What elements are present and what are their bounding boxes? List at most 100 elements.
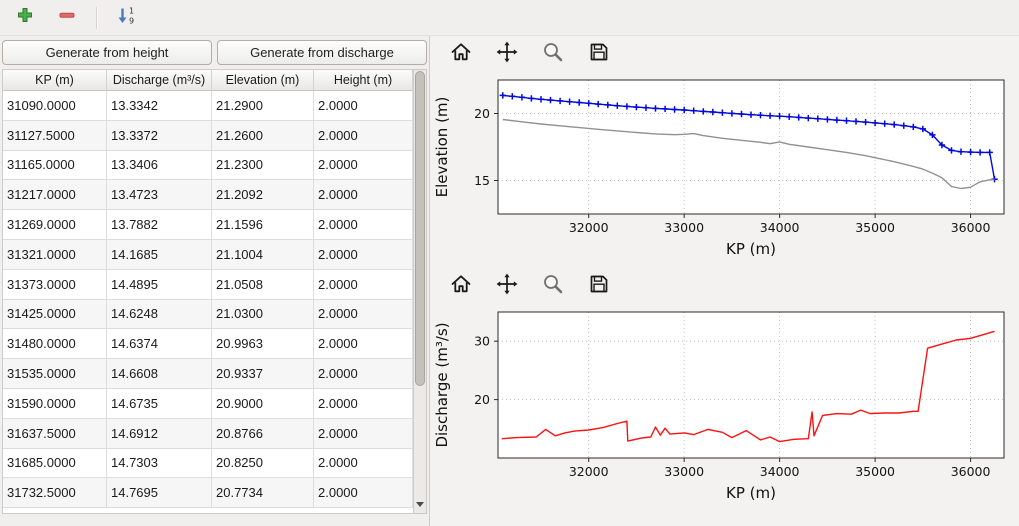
table-cell[interactable]: 21.0508 (212, 269, 314, 300)
table-cell[interactable]: 21.2900 (212, 91, 314, 121)
table-row[interactable]: 31373.0000 14.4895 21.0508 2.0000 (3, 269, 413, 300)
table-cell[interactable]: 2.0000 (314, 329, 413, 360)
table-cell[interactable]: 14.6248 (107, 299, 212, 330)
table-cell[interactable]: 31685.0000 (3, 448, 107, 479)
table-cell[interactable]: 21.0300 (212, 299, 314, 330)
table-row[interactable]: 31127.5000 13.3372 21.2600 2.0000 (3, 120, 413, 151)
table-cell[interactable]: 21.2600 (212, 120, 314, 151)
pan-button[interactable] (492, 39, 522, 69)
column-header[interactable]: KP (m) (3, 70, 107, 91)
table-cell[interactable]: 31590.0000 (3, 388, 107, 419)
table-cell[interactable]: 2.0000 (314, 269, 413, 300)
add-row-button[interactable] (12, 5, 38, 31)
table-row[interactable]: 31535.0000 14.6608 20.9337 2.0000 (3, 359, 413, 389)
table-cell[interactable]: 31425.0000 (3, 299, 107, 330)
table-cell[interactable]: 2.0000 (314, 299, 413, 330)
home-view-button[interactable] (446, 271, 476, 301)
table-row[interactable]: 31269.0000 13.7882 21.1596 2.0000 (3, 210, 413, 240)
table-row[interactable]: 31217.0000 13.4723 21.2092 2.0000 (3, 180, 413, 211)
table-row[interactable]: 31590.0000 14.6735 20.9000 2.0000 (3, 388, 413, 419)
table-cell[interactable]: 14.6735 (107, 388, 212, 419)
table-cell[interactable]: 14.4895 (107, 269, 212, 300)
table-row[interactable]: 31165.0000 13.3406 21.2300 2.0000 (3, 150, 413, 181)
svg-text:32000: 32000 (569, 464, 609, 479)
table-cell[interactable]: 2.0000 (314, 91, 413, 121)
table-cell[interactable]: 13.3372 (107, 120, 212, 151)
svg-text:34000: 34000 (760, 464, 800, 479)
table-cell[interactable]: 13.7882 (107, 210, 212, 240)
table-row[interactable]: 31685.0000 14.7303 20.8250 2.0000 (3, 448, 413, 479)
table-cell[interactable]: 31090.0000 (3, 91, 107, 121)
save-figure-button[interactable] (584, 271, 614, 301)
zoom-button[interactable] (538, 271, 568, 301)
pan-button[interactable] (492, 271, 522, 301)
table-cell[interactable]: 21.1596 (212, 210, 314, 240)
column-header[interactable]: Discharge (m³/s) (107, 70, 212, 91)
table-cell[interactable]: 2.0000 (314, 359, 413, 389)
table-cell[interactable]: 31217.0000 (3, 180, 107, 211)
table-cell[interactable]: 13.3406 (107, 150, 212, 181)
table-cell[interactable]: 2.0000 (314, 180, 413, 211)
scrollbar-thumb[interactable] (415, 71, 425, 386)
table-cell[interactable]: 20.7734 (212, 478, 314, 509)
table-cell[interactable]: 31165.0000 (3, 150, 107, 181)
table-row[interactable]: 31321.0000 14.1685 21.1004 2.0000 (3, 239, 413, 270)
table-cell[interactable]: 20.8250 (212, 448, 314, 479)
table-cell[interactable]: 2.0000 (314, 239, 413, 270)
table-cell[interactable]: 31535.0000 (3, 359, 107, 389)
table-cell[interactable]: 20.9000 (212, 388, 314, 419)
zoom-button[interactable] (538, 39, 568, 69)
table-cell[interactable]: 2.0000 (314, 150, 413, 181)
elevation-chart[interactable]: 32000 33000 34000 35000 36000 15 20 KP (m) Eleva… (432, 72, 1016, 260)
table-cell[interactable]: 20.9963 (212, 329, 314, 360)
chart-gap (430, 260, 1019, 268)
table-cell[interactable]: 31269.0000 (3, 210, 107, 240)
remove-row-button[interactable] (54, 5, 80, 31)
generate-from-height-button[interactable]: Generate from height (2, 40, 212, 65)
table-cell[interactable]: 21.2092 (212, 180, 314, 211)
table-cell[interactable]: 2.0000 (314, 418, 413, 449)
table-cell[interactable]: 2.0000 (314, 448, 413, 479)
sort-rows-button[interactable]: 1 9 (113, 5, 139, 31)
table-row[interactable]: 31637.5000 14.6912 20.8766 2.0000 (3, 418, 413, 449)
column-header[interactable]: Height (m) (314, 70, 413, 91)
table-cell[interactable]: 2.0000 (314, 120, 413, 151)
table-row[interactable]: 31732.5000 14.7695 20.7734 2.0000 (3, 478, 413, 509)
discharge-chart[interactable]: 32000 33000 34000 35000 36000 20 30 KP (m) Disch… (432, 304, 1016, 504)
table-cell[interactable]: 13.3342 (107, 91, 212, 121)
table-cell[interactable]: 31732.5000 (3, 478, 107, 509)
table-cell[interactable]: 31373.0000 (3, 269, 107, 300)
table-cell[interactable]: 31637.5000 (3, 418, 107, 449)
down-arrow-icon (416, 502, 424, 507)
table-cell[interactable]: 2.0000 (314, 388, 413, 419)
table-cell[interactable]: 14.6608 (107, 359, 212, 389)
left-panel: Generate from height Generate from disch… (0, 36, 430, 526)
table-cell[interactable]: 14.7695 (107, 478, 212, 509)
save-figure-button[interactable] (584, 39, 614, 69)
table-cell[interactable]: 20.9337 (212, 359, 314, 389)
table-cell[interactable]: 2.0000 (314, 478, 413, 509)
svg-text:33000: 33000 (664, 464, 704, 479)
table-cell[interactable]: 31321.0000 (3, 239, 107, 270)
table-cell[interactable]: 2.0000 (314, 210, 413, 240)
table-row[interactable]: 31090.0000 13.3342 21.2900 2.0000 (3, 91, 413, 121)
table-row[interactable]: 31425.0000 14.6248 21.0300 2.0000 (3, 299, 413, 330)
table-scrollbar[interactable] (414, 69, 427, 514)
table-cell[interactable]: 14.7303 (107, 448, 212, 479)
table-cell[interactable]: 21.1004 (212, 239, 314, 270)
table-row[interactable]: 31480.0000 14.6374 20.9963 2.0000 (3, 329, 413, 360)
svg-text:KP (m): KP (m) (726, 240, 776, 258)
home-view-button[interactable] (446, 39, 476, 69)
scrollbar-down-button[interactable] (414, 497, 426, 512)
table-cell[interactable]: 31127.5000 (3, 120, 107, 151)
table-cell[interactable]: 14.6912 (107, 418, 212, 449)
table-cell[interactable]: 31480.0000 (3, 329, 107, 360)
table-cell[interactable]: 14.1685 (107, 239, 212, 270)
generate-from-discharge-button[interactable]: Generate from discharge (217, 40, 427, 65)
table-cell[interactable]: 21.2300 (212, 150, 314, 181)
table-cell[interactable]: 13.4723 (107, 180, 212, 211)
table-cell[interactable]: 20.8766 (212, 418, 314, 449)
table-cell[interactable]: 14.6374 (107, 329, 212, 360)
column-header[interactable]: Elevation (m) (212, 70, 314, 91)
